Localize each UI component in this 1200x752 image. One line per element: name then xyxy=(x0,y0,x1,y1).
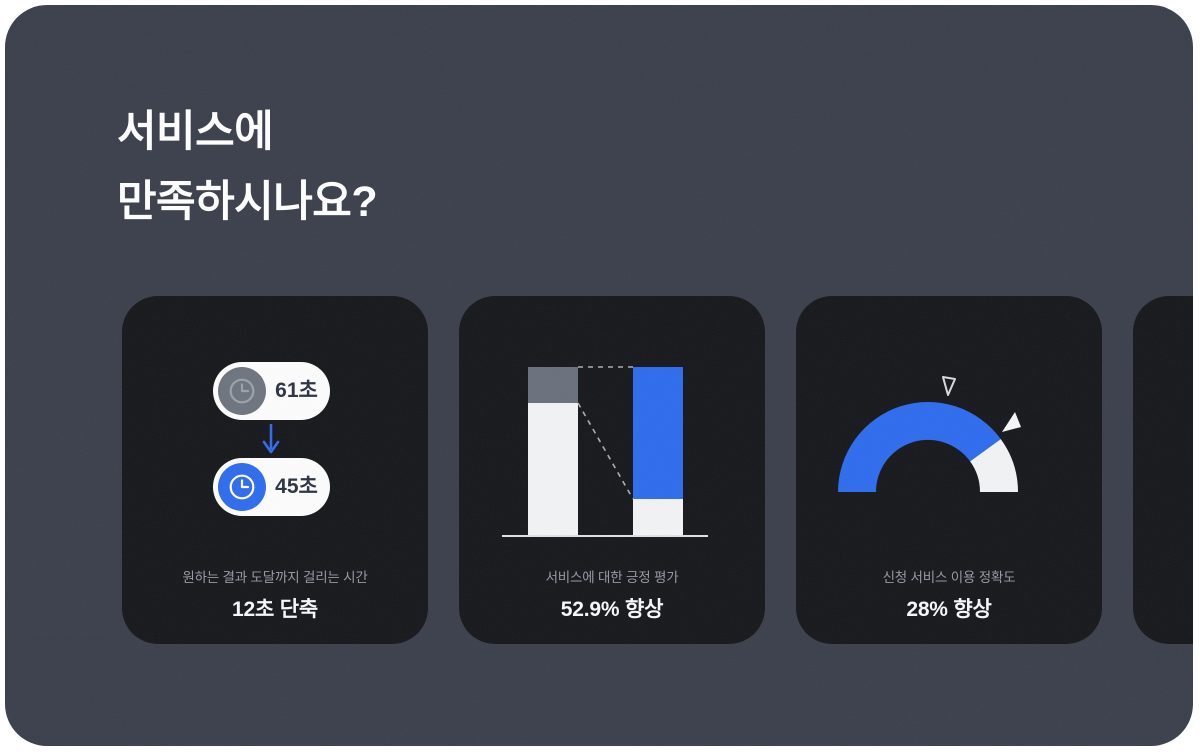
hollow-triangle-marker xyxy=(942,376,956,396)
arrow-down-wrap xyxy=(262,423,280,462)
card-partial xyxy=(1133,296,1193,644)
clock-icon xyxy=(229,378,255,404)
before-time-pill: 61초 xyxy=(213,362,330,420)
arrow-down-icon xyxy=(262,424,280,454)
card-usage-accuracy: 신청 서비스 이용 정확도 28% 향상 xyxy=(796,296,1102,644)
card-caption: 신청 서비스 이용 정확도 xyxy=(882,570,1016,585)
card-positive-rating: 서비스에 대한 긍정 평가 52.9% 향상 xyxy=(459,296,765,644)
clock-badge-gray xyxy=(218,367,266,415)
page-title-line1: 서비스에 xyxy=(117,108,274,156)
slide-background: 서비스에 만족하시나요? 61초 xyxy=(5,5,1193,746)
gauge-illustration xyxy=(838,376,1021,492)
stat-cards-carousel[interactable]: 61초 45초 원하는 결과 도달까지 걸리는 시간 12초 단축 xyxy=(122,296,1193,644)
card-caption: 서비스에 대한 긍정 평가 xyxy=(545,570,679,585)
after-time-label: 45초 xyxy=(275,475,318,498)
card-stat: 12초 단축 xyxy=(232,598,318,621)
page-title-line2: 만족하시나요? xyxy=(117,178,378,226)
card-stat: 52.9% 향상 xyxy=(560,598,664,621)
card-caption: 원하는 결과 도달까지 걸리는 시간 xyxy=(182,570,368,585)
card-time-to-result: 61초 45초 원하는 결과 도달까지 걸리는 시간 12초 단축 xyxy=(122,296,428,644)
clock-badge-blue xyxy=(218,463,266,511)
card-stat: 28% 향상 xyxy=(906,598,992,621)
filled-triangle-marker xyxy=(1002,412,1021,432)
before-time-label: 61초 xyxy=(275,379,318,402)
bar-chart-illustration xyxy=(502,366,708,537)
page-title: 서비스에 만족하시나요? xyxy=(117,97,378,237)
clock-icon xyxy=(229,474,255,500)
after-time-pill: 45초 xyxy=(213,458,330,516)
